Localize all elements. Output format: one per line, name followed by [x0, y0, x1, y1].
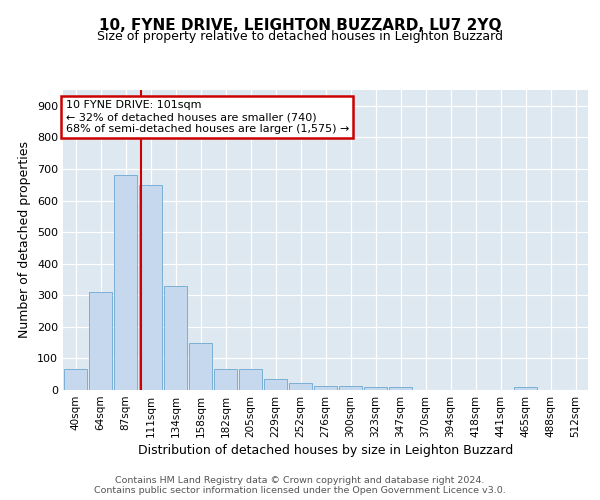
- Bar: [364, 387, 387, 390]
- Bar: [389, 388, 412, 390]
- Bar: [289, 383, 312, 390]
- Bar: [314, 386, 337, 390]
- Text: Size of property relative to detached houses in Leighton Buzzard: Size of property relative to detached ho…: [97, 30, 503, 43]
- Bar: [114, 176, 137, 390]
- Text: Contains HM Land Registry data © Crown copyright and database right 2024.
Contai: Contains HM Land Registry data © Crown c…: [94, 476, 506, 495]
- Bar: [189, 342, 212, 390]
- Text: 10 FYNE DRIVE: 101sqm
← 32% of detached houses are smaller (740)
68% of semi-det: 10 FYNE DRIVE: 101sqm ← 32% of detached …: [65, 100, 349, 134]
- Bar: [239, 370, 262, 390]
- Bar: [139, 184, 162, 390]
- Bar: [339, 386, 362, 390]
- Y-axis label: Number of detached properties: Number of detached properties: [19, 142, 31, 338]
- Bar: [164, 286, 187, 390]
- Bar: [64, 370, 87, 390]
- Bar: [514, 387, 537, 390]
- X-axis label: Distribution of detached houses by size in Leighton Buzzard: Distribution of detached houses by size …: [138, 444, 513, 457]
- Bar: [89, 292, 112, 390]
- Bar: [214, 370, 237, 390]
- Text: 10, FYNE DRIVE, LEIGHTON BUZZARD, LU7 2YQ: 10, FYNE DRIVE, LEIGHTON BUZZARD, LU7 2Y…: [99, 18, 501, 32]
- Bar: [264, 379, 287, 390]
